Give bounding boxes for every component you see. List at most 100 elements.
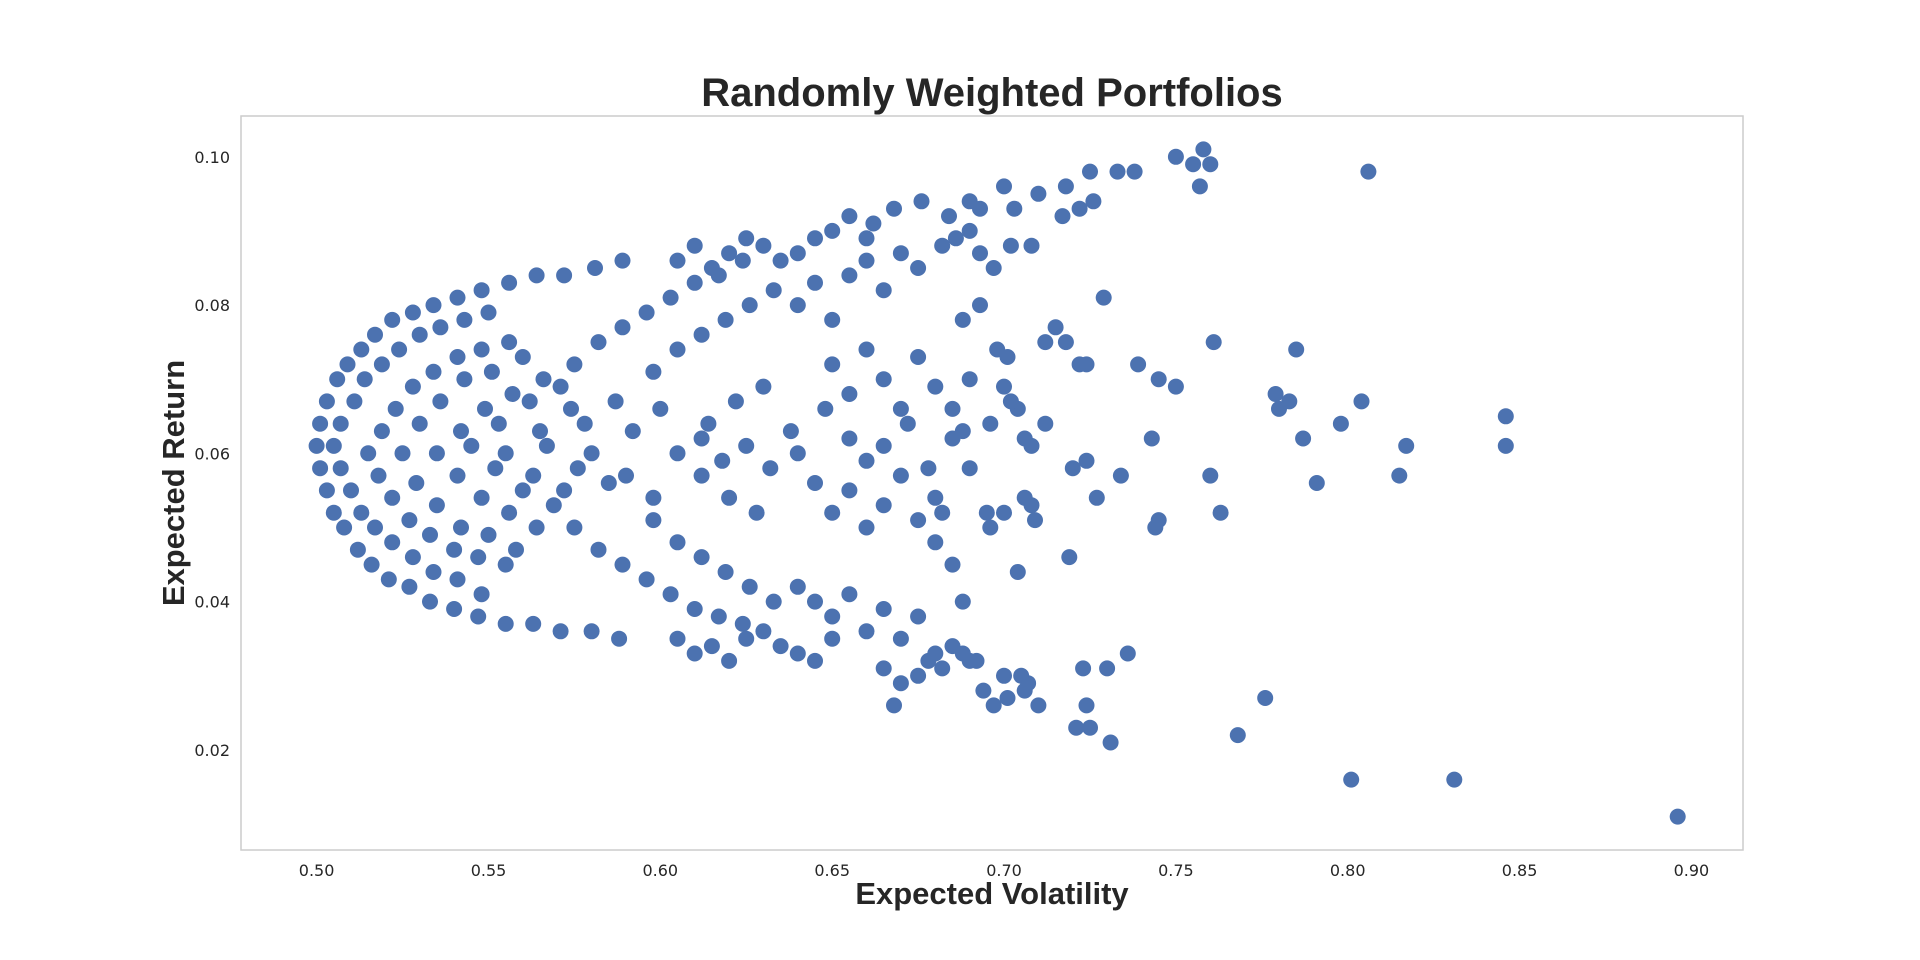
data-point (318, 482, 335, 499)
data-point (841, 208, 858, 225)
data-point (497, 556, 514, 573)
data-point (1068, 719, 1085, 736)
data-point (875, 371, 892, 388)
data-point (910, 667, 927, 684)
data-point (384, 311, 401, 328)
data-point (858, 230, 875, 247)
data-point (566, 519, 583, 536)
data-point (1391, 467, 1408, 484)
x-axis-title: Expected Volatility (855, 876, 1129, 911)
data-point (927, 378, 944, 395)
data-point (1037, 415, 1054, 432)
data-point (538, 437, 555, 454)
data-point (480, 304, 497, 321)
data-point (404, 378, 421, 395)
data-point (1030, 185, 1047, 202)
data-point (789, 445, 806, 462)
data-point (741, 297, 758, 314)
data-point (618, 467, 634, 484)
data-point (1167, 378, 1184, 395)
data-point (985, 697, 1002, 714)
data-point (411, 326, 428, 343)
data-point (1023, 497, 1040, 514)
data-point (501, 334, 518, 351)
data-point (1360, 163, 1377, 180)
data-point (1229, 727, 1246, 744)
data-point (782, 423, 799, 440)
data-point (693, 549, 710, 566)
data-point (373, 423, 390, 440)
data-point (841, 482, 858, 499)
data-point (975, 682, 992, 699)
data-point (686, 645, 703, 662)
data-point (686, 274, 703, 291)
points-layer (308, 141, 1686, 825)
data-point (910, 349, 927, 365)
data-point (332, 460, 349, 477)
data-point (727, 393, 744, 410)
data-point (717, 311, 734, 328)
data-point (734, 615, 751, 632)
data-point (886, 697, 902, 714)
data-point (563, 400, 579, 417)
data-point (944, 556, 961, 573)
data-point (738, 230, 755, 247)
data-point (428, 445, 445, 462)
data-point (432, 393, 449, 410)
data-point (508, 541, 524, 558)
data-point (360, 445, 377, 462)
data-point (363, 556, 380, 573)
x-tick-label: 0.70 (986, 861, 1022, 880)
x-tick-labels: 0.50 0.55 0.60 0.65 0.70 0.75 0.80 0.85 0.90 (299, 861, 1709, 880)
data-point (858, 452, 875, 469)
data-point (954, 311, 971, 328)
data-point (556, 267, 573, 284)
data-point (662, 586, 679, 603)
data-point (590, 334, 607, 351)
data-point (1078, 356, 1095, 373)
data-point (497, 615, 514, 632)
data-point (624, 423, 641, 440)
y-tick-labels: 0.02 0.04 0.06 0.08 0.10 (194, 148, 230, 760)
x-tick-label: 0.55 (471, 861, 507, 880)
data-point (463, 437, 480, 454)
data-point (807, 593, 823, 610)
data-point (1191, 178, 1208, 195)
data-point (1078, 697, 1095, 714)
data-point (1027, 512, 1043, 529)
data-point (1023, 237, 1040, 254)
data-point (346, 393, 363, 410)
data-point (356, 371, 373, 388)
data-point (1057, 334, 1074, 351)
data-point (824, 356, 841, 373)
data-point (824, 311, 841, 328)
data-point (528, 267, 545, 284)
x-tick-label: 0.80 (1330, 861, 1366, 880)
data-point (614, 252, 631, 269)
data-point (1497, 408, 1514, 425)
data-point (590, 541, 607, 558)
data-point (1006, 200, 1023, 217)
data-point (913, 193, 930, 210)
data-point (961, 460, 978, 477)
data-point (349, 541, 366, 558)
data-point (318, 393, 335, 410)
data-point (404, 304, 421, 321)
data-point (1099, 660, 1116, 677)
data-point (858, 252, 875, 269)
data-point (1082, 163, 1098, 180)
data-point (755, 237, 772, 254)
data-point (886, 200, 902, 217)
data-point (721, 652, 738, 669)
data-point (401, 512, 418, 529)
data-point (996, 378, 1012, 395)
data-point (394, 445, 411, 462)
data-point (456, 311, 473, 328)
data-point (789, 578, 806, 595)
data-point (1057, 178, 1074, 195)
data-point (910, 608, 927, 625)
data-point (807, 652, 823, 669)
data-point (1047, 319, 1064, 336)
data-point (1185, 156, 1202, 173)
